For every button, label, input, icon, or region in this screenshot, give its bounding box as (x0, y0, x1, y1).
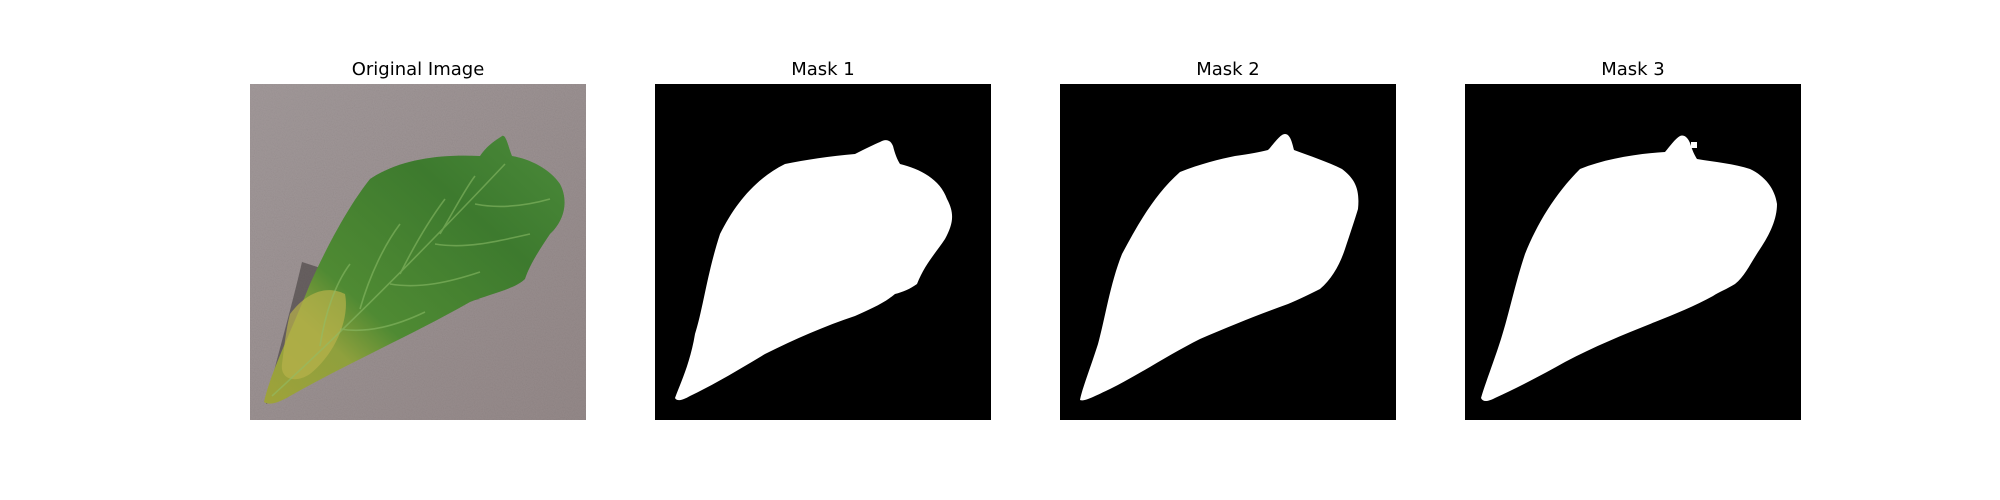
mask-3-image (1465, 84, 1801, 420)
mask-3-leaf-region (1481, 135, 1777, 401)
original-leaf-image (250, 84, 586, 420)
mask-1-image (655, 84, 991, 420)
leaf-shape (264, 135, 565, 404)
mask-2-image (1060, 84, 1396, 420)
mask-1-leaf-region (675, 140, 953, 401)
panel-title-original: Original Image (351, 59, 485, 80)
panel-title-mask-1: Mask 1 (791, 59, 855, 80)
panel-title-mask-2: Mask 2 (1196, 59, 1260, 80)
panel-title-mask-3: Mask 3 (1601, 59, 1665, 80)
mask-2-leaf-region (1080, 134, 1359, 401)
